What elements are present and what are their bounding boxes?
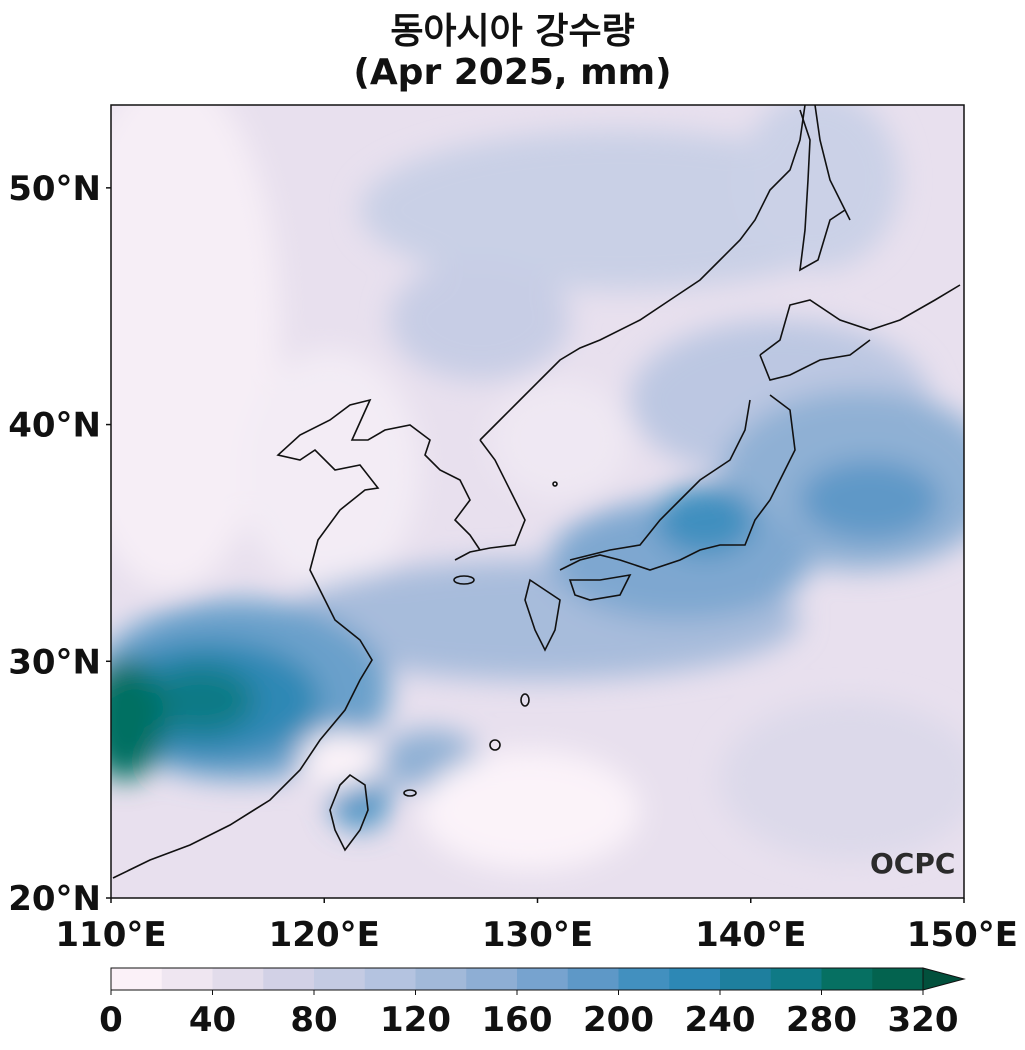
colorbar-segment — [567, 968, 619, 990]
lat-tick-label: 30°N — [8, 642, 101, 682]
colorbar-segment — [517, 968, 569, 990]
lon-tick-label: 140°E — [695, 915, 806, 955]
latitude-axis: 20°N 30°N 40°N 50°N — [8, 169, 111, 919]
lon-tick-label: 120°E — [269, 915, 380, 955]
chart-title: 동아시아 강수량 — [390, 11, 635, 52]
colorbar-segment — [111, 968, 163, 990]
colorbar-tick-label: 200 — [583, 1000, 654, 1040]
colorbar-segment — [314, 968, 366, 990]
colorbar-tick-label: 320 — [888, 1000, 959, 1040]
colorbar-segment — [466, 968, 518, 990]
coastlines — [112, 105, 961, 879]
lon-tick-label: 110°E — [55, 915, 166, 955]
colorbar-segment — [161, 968, 213, 990]
precipitation-field — [111, 105, 964, 898]
lat-tick-label: 40°N — [8, 406, 101, 446]
colorbar-tick-label: 0 — [99, 1000, 123, 1040]
ocpc-logo: OCPC — [870, 847, 955, 880]
colorbar-extend-arrow — [922, 967, 966, 991]
colorbar-segment — [415, 968, 467, 990]
lat-tick-label: 50°N — [8, 169, 101, 209]
colorbar-segment — [821, 968, 873, 990]
colorbar — [110, 967, 966, 991]
colorbar-tick-label: 120 — [380, 1000, 451, 1040]
colorbar-labels: 0 40 80 120 160 200 240 280 320 — [99, 990, 958, 1040]
colorbar-segment — [212, 968, 264, 990]
colorbar-tick-label: 80 — [290, 1000, 337, 1040]
colorbar-segment — [618, 968, 670, 990]
lat-tick-label: 20°N — [8, 879, 101, 919]
colorbar-segment — [263, 968, 315, 990]
colorbar-tick-label: 280 — [786, 1000, 857, 1040]
colorbar-segment — [770, 968, 822, 990]
colorbar-segment — [364, 968, 416, 990]
colorbar-segment — [872, 968, 924, 990]
lon-tick-label: 130°E — [482, 915, 593, 955]
longitude-axis: 110°E 120°E 130°E 140°E 150°E — [55, 898, 1018, 955]
chart-subtitle: (Apr 2025, mm) — [353, 52, 672, 93]
lon-tick-label: 150°E — [907, 915, 1018, 955]
colorbar-segment — [720, 968, 772, 990]
colorbar-segment — [669, 968, 721, 990]
colorbar-tick-label: 40 — [189, 1000, 236, 1040]
colorbar-tick-label: 240 — [685, 1000, 756, 1040]
colorbar-tick-label: 160 — [482, 1000, 553, 1040]
